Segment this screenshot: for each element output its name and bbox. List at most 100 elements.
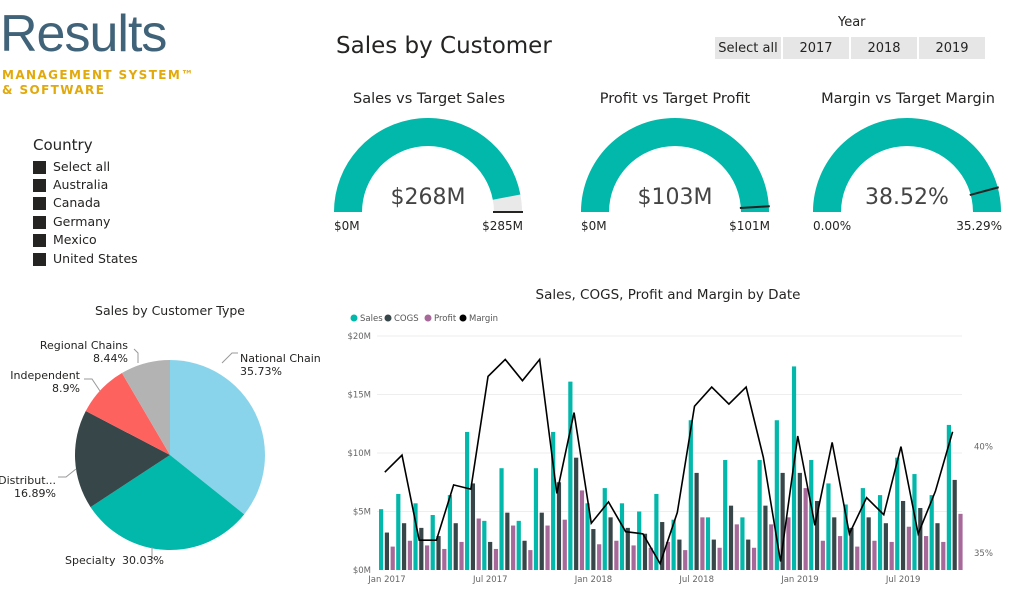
logo-wordmark: Results: [0, 5, 167, 63]
pie-slice-specialty: [90, 455, 245, 550]
bar-sales: [860, 488, 865, 570]
y2-tick-label: 40%: [974, 443, 993, 453]
gauge-fill: [813, 118, 1001, 212]
legend-label-margin: Margin: [469, 314, 498, 324]
bar-cogs: [556, 482, 562, 570]
bar-sales: [671, 519, 676, 570]
bar-cogs: [677, 539, 682, 570]
bar-cogs: [832, 517, 837, 570]
bar-profit: [751, 547, 757, 570]
bar-cogs: [522, 540, 527, 570]
gauge-margin: 38.52% 0.00% 35.29%: [813, 118, 1002, 233]
gauge-fill: [581, 118, 769, 212]
country-option-label: Canada: [53, 195, 101, 210]
bar-cogs: [574, 457, 579, 570]
x-tick-label: Jul 2017: [472, 575, 508, 585]
bar-profit: [855, 546, 860, 570]
checkbox-icon: [33, 253, 46, 266]
bar-profit: [597, 544, 602, 570]
bar-profit: [820, 540, 825, 570]
gauge-min-label: 0.00%: [813, 219, 851, 233]
bar-cogs: [746, 539, 751, 570]
pie-leader-line: [58, 468, 77, 478]
bar-sales: [843, 504, 848, 570]
bar-cogs: [642, 533, 648, 570]
x-tick-label: Jan 2017: [367, 575, 405, 585]
bar-sales: [723, 460, 728, 570]
bar-cogs: [797, 472, 802, 570]
bar-cogs: [849, 527, 854, 570]
pie-label-name: Specialty: [65, 554, 116, 567]
bar-cogs: [591, 529, 596, 570]
pie-slice-distributor: [75, 411, 170, 508]
pie-chart-title: Sales by Customer Type: [95, 303, 245, 318]
year-option-2018[interactable]: 2018: [851, 37, 917, 59]
bar-cogs: [918, 507, 923, 570]
bar-profit: [803, 488, 808, 570]
bar-profit: [528, 550, 533, 570]
x-tick-label: Jul 2018: [678, 575, 714, 585]
bar-cogs: [608, 517, 613, 570]
margin-line: [384, 357, 954, 566]
bar-sales: [447, 495, 453, 570]
legend-marker-cogs: [384, 314, 392, 322]
pie-leader-line: [221, 352, 238, 364]
bar-profit: [407, 540, 413, 570]
bar-profit: [459, 541, 464, 570]
bar-profit: [923, 536, 929, 570]
bar-cogs: [402, 523, 407, 570]
bar-profit: [958, 513, 963, 570]
bar-cogs: [935, 523, 940, 570]
bar-profit: [511, 525, 516, 570]
year-option-2019[interactable]: 2019: [919, 37, 985, 59]
bar-profit: [562, 519, 567, 570]
bar-sales: [551, 431, 556, 570]
combo-chart-title: Sales, COGS, Profit and Margin by Date: [536, 287, 801, 303]
bar-cogs: [488, 541, 493, 570]
bar-sales: [413, 503, 418, 570]
bar-sales: [619, 503, 625, 570]
bar-profit: [769, 524, 774, 570]
bar-sales: [516, 520, 521, 570]
gauge-profit: $103M $0M $101M: [581, 118, 770, 233]
bar-profit: [648, 547, 653, 570]
bar-cogs: [814, 500, 820, 570]
page-title: Sales by Customer: [336, 33, 552, 59]
bar-profit: [631, 545, 636, 570]
checkbox-icon: [33, 216, 46, 229]
bar-sales: [602, 488, 607, 570]
bar-cogs: [728, 505, 734, 570]
pie-label-name: Regional Chains: [40, 339, 128, 352]
bar-cogs: [866, 517, 871, 570]
bar-profit: [941, 541, 946, 570]
bar-sales: [688, 420, 693, 570]
bar-cogs: [694, 472, 699, 570]
bar-sales: [499, 468, 504, 570]
legend-label-cogs: COGS: [394, 314, 419, 324]
pie-label-name: Distribut...: [0, 474, 56, 487]
country-option-label: Germany: [53, 214, 111, 229]
gauge-value: $268M: [391, 185, 466, 210]
gauge-min-label: $0M: [334, 219, 360, 233]
pie-slice-national-chain: [170, 360, 265, 515]
bar-sales: [912, 474, 917, 570]
legend-marker-sales: [350, 314, 358, 322]
year-option-2017[interactable]: 2017: [783, 37, 849, 59]
bar-sales: [826, 483, 831, 570]
gauge-value: $103M: [638, 185, 713, 210]
bar-sales: [637, 511, 642, 570]
x-tick-label: Jan 2019: [780, 575, 818, 585]
bar-sales: [877, 495, 883, 570]
bar-cogs: [711, 539, 716, 570]
bar-profit: [889, 541, 894, 570]
y-tick-label: $20M: [347, 332, 371, 342]
pie-leader-line: [133, 348, 139, 363]
bar-sales: [568, 381, 573, 570]
bar-cogs: [436, 536, 441, 570]
pie-label-value: 8.9%: [52, 382, 80, 395]
year-option-select-all[interactable]: Select all: [715, 37, 781, 59]
bar-sales: [585, 503, 590, 570]
gauge-target-marker: [969, 186, 999, 197]
bar-cogs: [453, 523, 458, 570]
bar-sales: [946, 424, 951, 570]
